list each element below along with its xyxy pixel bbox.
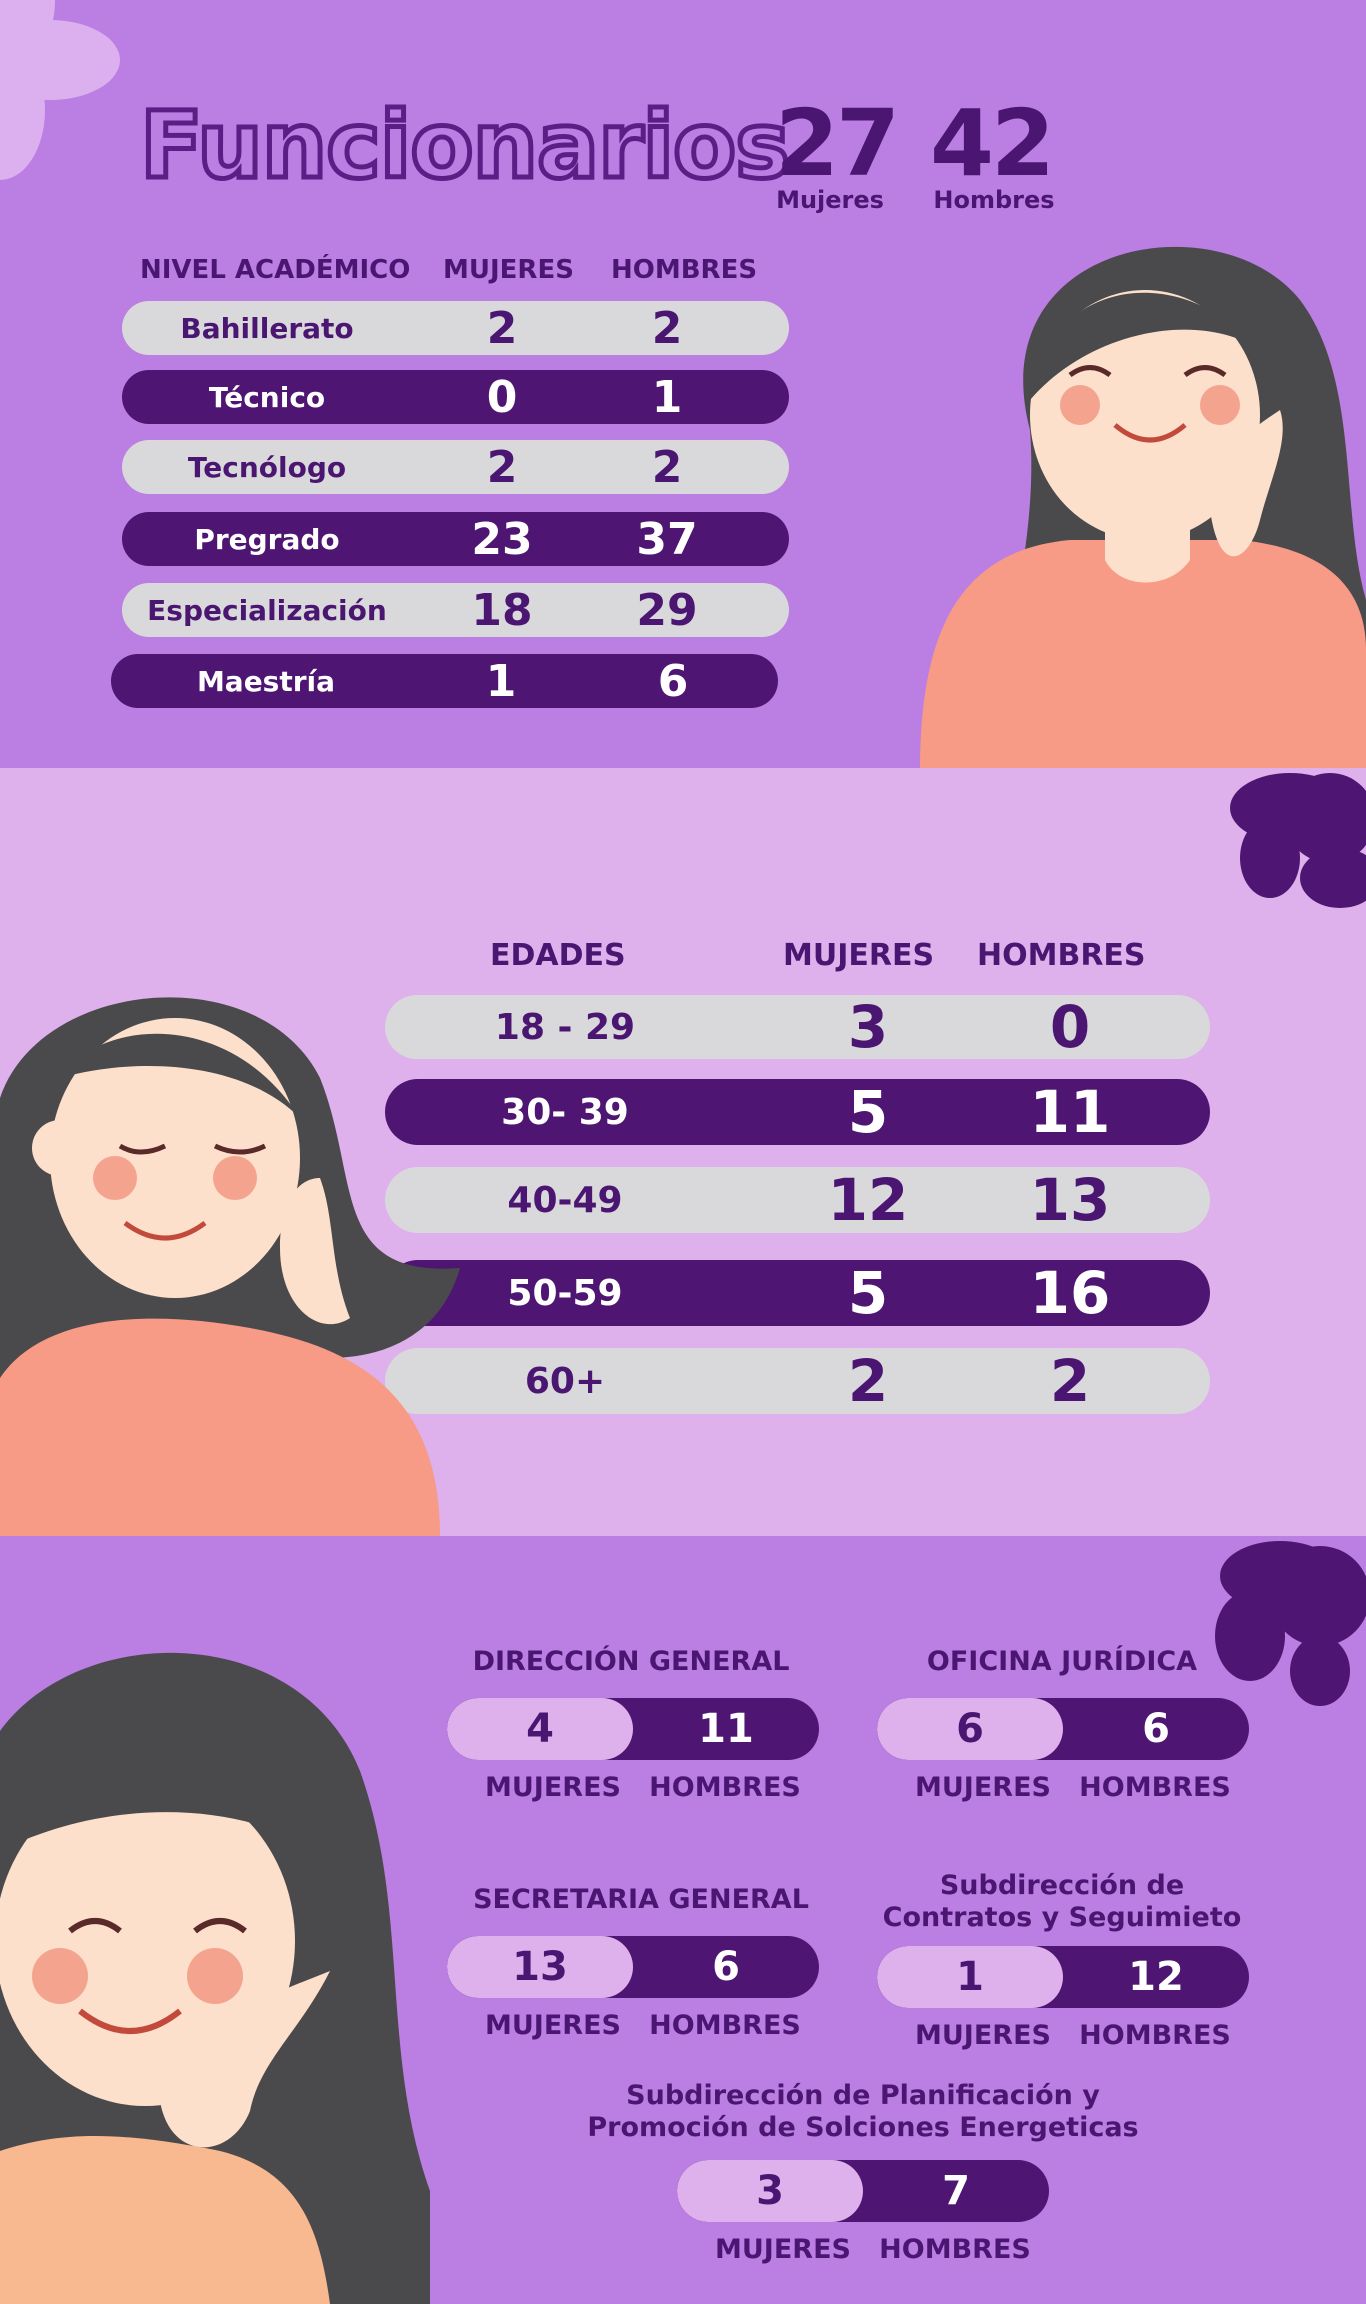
dept-women: 4 <box>447 1698 633 1760</box>
woman-illustration <box>0 1652 430 2304</box>
row-women: 5 <box>847 1078 889 1146</box>
dept-title-line2: Contratos y Seguimieto <box>882 1902 1242 1933</box>
row-women: 5 <box>847 1259 889 1327</box>
ages-header-men: HOMBRES <box>977 938 1146 973</box>
women-total: 27 <box>775 90 900 197</box>
flower-icon <box>1230 773 1366 908</box>
row-label: 50-59 <box>507 1272 623 1314</box>
dept-pill: 4 11 <box>447 1698 819 1760</box>
ages-row: 30- 39 5 11 <box>385 1078 1210 1146</box>
academic-row: Técnico 0 1 <box>122 370 789 424</box>
academic-section: Funcionarios 27 Mujeres 42 Hombres NIVEL… <box>0 0 1366 768</box>
row-men: 29 <box>636 584 698 636</box>
dept-title: DIRECCIÓN GENERAL <box>472 1646 790 1677</box>
flower-icon <box>1215 1541 1366 1706</box>
ages-row: 50-59 5 16 <box>385 1259 1210 1327</box>
men-caption: HOMBRES <box>1079 2020 1231 2051</box>
row-men: 6 <box>657 655 689 707</box>
men-caption: HOMBRES <box>649 2010 801 2041</box>
women-caption: MUJERES <box>485 2010 621 2041</box>
ages-header-women: MUJERES <box>783 938 935 973</box>
row-label: Pregrado <box>194 522 340 556</box>
row-label: 40-49 <box>507 1179 623 1221</box>
women-total-label: Mujeres <box>776 186 884 214</box>
ages-section: EDADES MUJERES HOMBRES 18 - 29 3 0 30- 3… <box>0 768 1366 1536</box>
woman-illustration <box>920 247 1366 768</box>
dept-women: 3 <box>677 2160 863 2222</box>
row-label: 60+ <box>524 1360 606 1402</box>
women-caption: MUJERES <box>485 1772 621 1803</box>
ages-header-range: EDADES <box>490 938 626 973</box>
row-women: 12 <box>827 1166 909 1234</box>
academic-header-men: HOMBRES <box>611 255 758 285</box>
row-men: 2 <box>1049 1347 1091 1415</box>
men-caption: HOMBRES <box>879 2234 1031 2265</box>
flower-icon <box>0 0 120 180</box>
row-label: Maestría <box>196 664 336 698</box>
row-women: 1 <box>485 655 517 707</box>
academic-row: Tecnólogo 2 2 <box>122 440 789 494</box>
row-label: Tecnólogo <box>187 450 347 484</box>
row-women: 2 <box>847 1347 889 1415</box>
ages-row: 18 - 29 3 0 <box>385 993 1210 1061</box>
row-men: 0 <box>1049 993 1091 1061</box>
page-title: Funcionarios <box>138 92 793 199</box>
women-caption: MUJERES <box>715 2234 851 2265</box>
row-women: 0 <box>486 371 518 423</box>
dept-pill: 6 6 <box>877 1698 1249 1760</box>
row-label: Bahillerato <box>180 311 354 345</box>
men-total: 42 <box>930 90 1055 197</box>
row-men: 1 <box>651 371 683 423</box>
dept-title: SECRETARIA GENERAL <box>473 1884 809 1915</box>
academic-row: Bahillerato 2 2 <box>122 301 789 355</box>
row-men: 11 <box>1029 1078 1111 1146</box>
woman-illustration <box>0 997 460 1536</box>
dept-women: 1 <box>877 1946 1063 2008</box>
ages-row: 60+ 2 2 <box>385 1347 1210 1415</box>
row-label: 18 - 29 <box>494 1006 636 1048</box>
women-caption: MUJERES <box>915 2020 1051 2051</box>
dept-title-line1: Subdirección de <box>939 1870 1185 1901</box>
row-women: 2 <box>486 302 518 354</box>
row-women: 2 <box>486 441 518 493</box>
academic-row: Pregrado 23 37 <box>122 512 789 566</box>
women-caption: MUJERES <box>915 1772 1051 1803</box>
dept-title-line2: Promoción de Solciones Energeticas <box>587 2112 1139 2143</box>
dept-pill: 13 6 <box>447 1936 819 1998</box>
dept-men: 11 <box>698 1706 754 1752</box>
dept-title-line1: Subdirección de Planificación y <box>626 2080 1100 2111</box>
row-men: 13 <box>1029 1166 1111 1234</box>
academic-row: Maestría 1 6 <box>111 654 778 708</box>
row-women: 18 <box>471 584 533 636</box>
men-caption: HOMBRES <box>649 1772 801 1803</box>
dept-women: 13 <box>447 1936 633 1998</box>
row-men: 2 <box>651 441 683 493</box>
dept-men: 6 <box>1142 1706 1170 1752</box>
men-total-label: Hombres <box>933 186 1055 214</box>
academic-header-level: NIVEL ACADÉMICO <box>140 255 411 285</box>
dept-men: 7 <box>942 2168 970 2214</box>
row-label: 30- 39 <box>501 1091 629 1133</box>
row-label: Especialización <box>147 593 387 627</box>
academic-header-women: MUJERES <box>443 255 574 285</box>
row-label: Técnico <box>208 380 326 414</box>
dept-pill: 3 7 <box>677 2160 1049 2222</box>
dept-title: OFICINA JURÍDICA <box>926 1646 1198 1677</box>
dept-men: 12 <box>1128 1954 1184 2000</box>
dept-men: 6 <box>712 1944 740 1990</box>
dept-women: 6 <box>877 1698 1063 1760</box>
departments-section: DIRECCIÓN GENERAL 4 11 MUJERES HOMBRES O… <box>0 1536 1366 2304</box>
row-women: 3 <box>847 993 889 1061</box>
ages-row: 40-49 12 13 <box>385 1166 1210 1234</box>
row-women: 23 <box>471 513 533 565</box>
row-men: 16 <box>1029 1259 1111 1327</box>
row-men: 2 <box>651 302 683 354</box>
men-caption: HOMBRES <box>1079 1772 1231 1803</box>
dept-pill: 1 12 <box>877 1946 1249 2008</box>
row-men: 37 <box>636 513 698 565</box>
academic-row: Especialización 18 29 <box>122 583 789 637</box>
